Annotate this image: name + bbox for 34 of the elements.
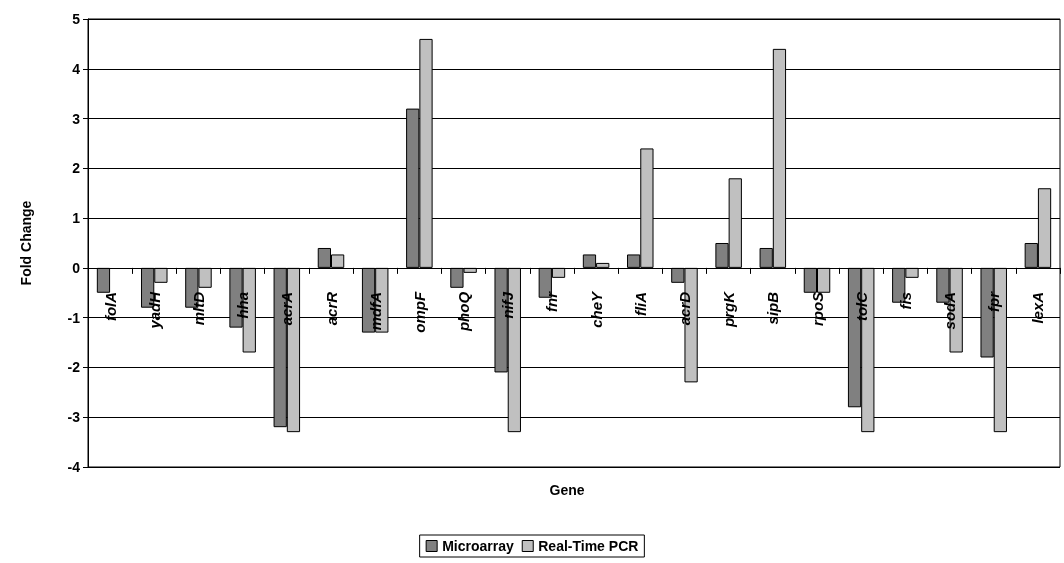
y-tick-label: 5 [72,11,81,27]
x-tick-label: phoQ [455,291,473,333]
x-tick-label: yadH [145,290,163,330]
y-tick-label: 0 [72,259,81,276]
y-tick-label: 4 [72,60,81,77]
x-tick-label: ompF [410,291,428,333]
x-tick-label: acrA [278,291,296,326]
y-tick-label: 3 [72,110,81,127]
legend-label: Real-Time PCR [538,538,639,554]
x-tick-label: rpoS [808,291,826,327]
x-tick-label: folA [101,291,119,322]
x-tick-label: sodA [941,291,959,330]
x-tick-label: sipB [764,291,782,325]
x-tick-label: acrD [675,291,693,326]
y-tick-label: -3 [67,409,81,426]
y-tick-label: -4 [67,459,81,475]
x-tick-label: fliA [631,291,649,317]
x-tick-label: mdfA [366,291,384,331]
x-axis-title: Gene [549,482,585,498]
x-tick-label: nifJ [499,291,517,319]
x-tick-label: fpr [985,290,1003,312]
x-tick-label: tolC [852,290,870,322]
x-tick-label: acrR [322,291,340,326]
x-tick-label: fnr [543,290,561,312]
y-axis-title: Fold Change [18,200,34,286]
x-tick-label: prgK [720,290,738,328]
y-tick-label: 2 [72,160,81,177]
y-tick-label: -1 [67,309,81,326]
y-tick-label: 1 [72,210,81,227]
y-tick-label: -2 [67,359,81,376]
legend-label: Microarray [442,538,514,554]
x-tick-label: mltD [189,291,207,326]
x-tick-label: hha [234,291,252,319]
x-tick-label: fis [896,291,914,310]
